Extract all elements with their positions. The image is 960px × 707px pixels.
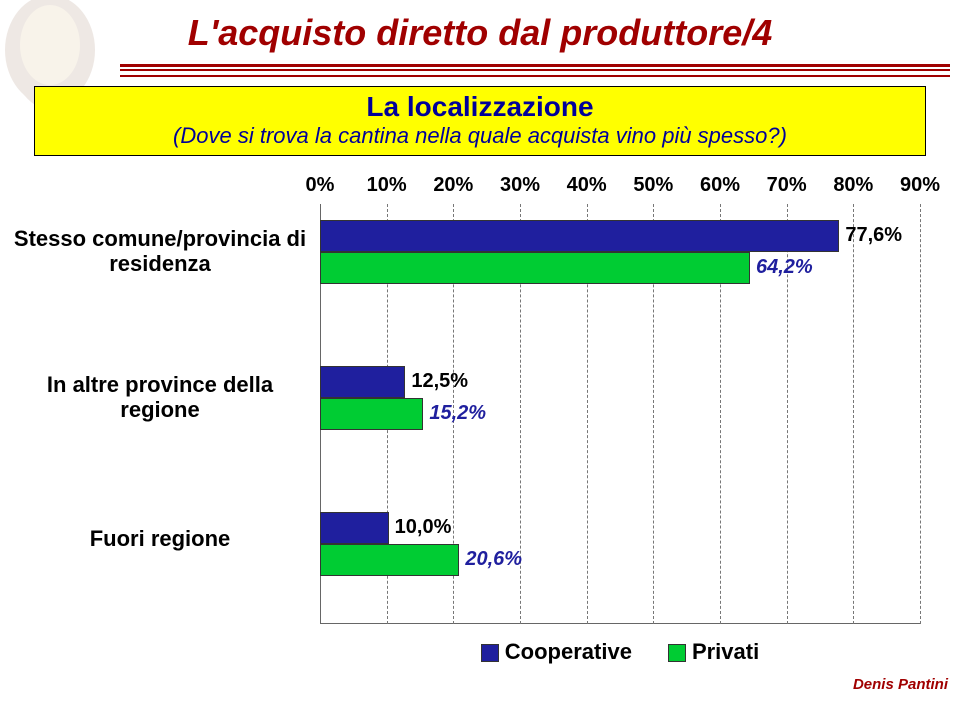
x-tick-label: 50% [633, 174, 673, 197]
bar-value-label: 77,6% [845, 224, 902, 247]
bar-privati [320, 544, 459, 576]
footer-author: Denis Pantini [853, 676, 948, 693]
title-underline [120, 64, 950, 77]
x-tick-label: 20% [433, 174, 473, 197]
bar-value-label: 20,6% [465, 548, 522, 571]
x-tick-label: 60% [700, 174, 740, 197]
plot-area: 77,6% 64,2% 12,5% 15,2% 10,0% 20,6% [320, 204, 920, 624]
x-axis [320, 623, 920, 624]
bar-value-label: 12,5% [411, 370, 468, 393]
legend-swatch [481, 644, 499, 662]
x-tick-label: 0% [306, 174, 335, 197]
gridline [920, 204, 921, 624]
bar-cooperative [320, 220, 839, 252]
bar-cooperative [320, 366, 405, 398]
bar-value-label: 64,2% [756, 256, 813, 279]
bar-privati [320, 398, 423, 430]
category-label: Fuori regione [10, 526, 310, 551]
legend-swatch [668, 644, 686, 662]
x-tick-label: 80% [833, 174, 873, 197]
chart: 0% 10% 20% 30% 40% 50% 60% 70% 80% 90% 77,6% 64,2%… [0, 174, 960, 677]
legend-text: Cooperative [505, 639, 632, 664]
x-axis-ticks: 0%10%20%30%40%50%60%70%80%90% [320, 174, 920, 204]
x-tick-label: 30% [500, 174, 540, 197]
x-tick-label: 90% [900, 174, 940, 197]
legend-item-privati: Privati [668, 639, 759, 665]
x-tick-label: 70% [767, 174, 807, 197]
x-tick-label: 40% [567, 174, 607, 197]
x-tick-label: 10% [367, 174, 407, 197]
category-label: Stesso comune/provincia di residenza [10, 226, 310, 277]
bar-value-label: 15,2% [429, 402, 486, 425]
subtitle-line2: (Dove si trova la cantina nella quale ac… [45, 123, 915, 149]
bar-privati [320, 252, 750, 284]
gridline [853, 204, 854, 624]
subtitle-line1: La localizzazione [45, 91, 915, 123]
page-title: L'acquisto diretto dal produttore/4 [0, 12, 960, 54]
legend-item-cooperative: Cooperative [481, 639, 632, 665]
bar-value-label: 10,0% [395, 516, 452, 539]
bar-cooperative [320, 512, 389, 544]
subtitle-box: La localizzazione (Dove si trova la cant… [34, 86, 926, 156]
category-label: In altre province della regione [10, 372, 310, 423]
legend: Cooperative Privati [320, 639, 920, 665]
legend-text: Privati [692, 639, 759, 664]
